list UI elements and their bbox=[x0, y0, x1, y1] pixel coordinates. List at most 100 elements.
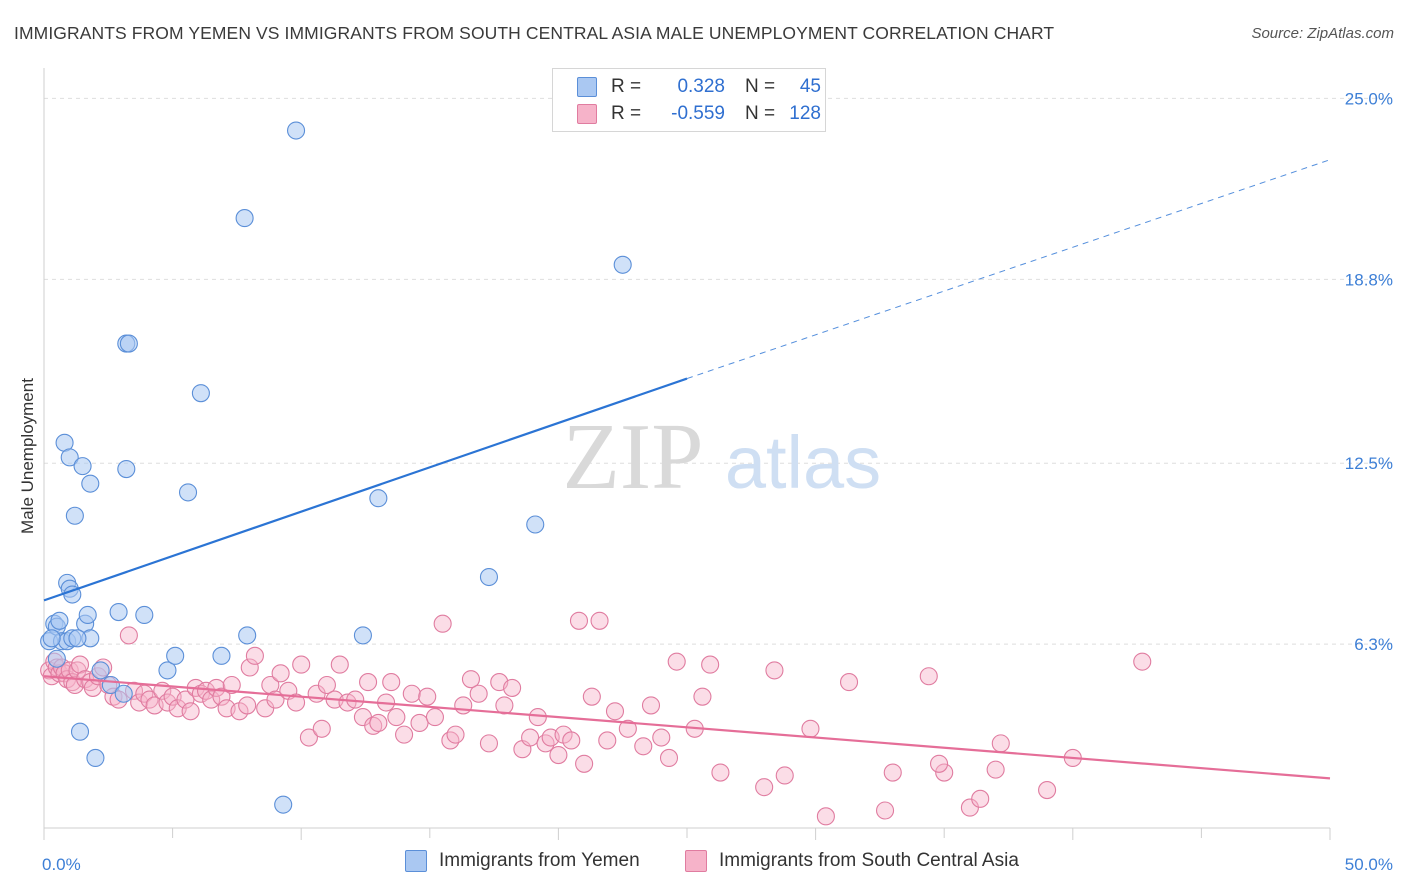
data-point-south-central-asia bbox=[446, 725, 465, 744]
legend-r-value: -0.559 bbox=[671, 103, 725, 124]
legend-n-value: 45 bbox=[799, 76, 821, 97]
data-point-south-central-asia bbox=[410, 713, 429, 732]
data-point-south-central-asia bbox=[212, 687, 231, 706]
data-point-yemen bbox=[526, 515, 545, 534]
data-point-south-central-asia bbox=[299, 728, 318, 747]
data-point-south-central-asia bbox=[461, 670, 481, 689]
data-point-south-central-asia bbox=[454, 696, 473, 715]
data-point-yemen bbox=[178, 483, 198, 502]
data-point-south-central-asia bbox=[1038, 781, 1057, 800]
data-point-south-central-asia bbox=[364, 716, 383, 735]
data-point-south-central-asia bbox=[238, 696, 257, 715]
data-point-south-central-asia bbox=[425, 708, 444, 727]
data-point-south-central-asia bbox=[65, 675, 84, 695]
data-point-south-central-asia bbox=[245, 646, 264, 665]
data-point-yemen bbox=[86, 748, 105, 768]
data-point-yemen bbox=[109, 602, 128, 622]
bottom-legend: Immigrants from Yemen Immigrants from So… bbox=[0, 850, 1406, 878]
data-point-south-central-asia bbox=[181, 702, 200, 721]
data-point-south-central-asia bbox=[801, 719, 820, 738]
data-point-south-central-asia bbox=[503, 678, 522, 697]
chart-title: IMMIGRANTS FROM YEMEN VS IMMIGRANTS FROM… bbox=[14, 23, 1055, 43]
axes bbox=[43, 68, 1331, 840]
data-point-south-central-asia bbox=[919, 667, 938, 686]
watermark-atlas: atlas bbox=[725, 421, 881, 504]
y-tick-label: 12.5% bbox=[1345, 454, 1393, 473]
data-point-south-central-asia bbox=[441, 731, 460, 750]
data-point-south-central-asia bbox=[317, 675, 336, 695]
data-point-south-central-asia bbox=[986, 760, 1005, 779]
data-point-south-central-asia bbox=[433, 614, 452, 633]
data-point-south-central-asia bbox=[765, 661, 784, 680]
grid-lines bbox=[44, 97, 1392, 645]
data-point-yemen bbox=[42, 629, 61, 648]
data-point-yemen bbox=[353, 626, 372, 645]
data-point-south-central-asia bbox=[140, 690, 159, 709]
legend-swatch-yemen bbox=[577, 77, 597, 97]
data-point-south-central-asia bbox=[755, 778, 774, 797]
data-point-yemen bbox=[81, 474, 100, 493]
data-point-yemen bbox=[60, 448, 79, 467]
bottom-legend-yemen: Immigrants from Yemen bbox=[405, 850, 640, 872]
data-point-yemen bbox=[238, 626, 257, 645]
data-point-south-central-asia bbox=[207, 678, 226, 697]
data-point-south-central-asia bbox=[330, 655, 349, 674]
data-point-yemen bbox=[235, 209, 254, 228]
legend-row-yemen: R = 0.328 N = 45 bbox=[577, 74, 821, 100]
data-point-south-central-asia bbox=[693, 687, 712, 706]
data-point-yemen bbox=[212, 646, 231, 665]
data-point-yemen bbox=[479, 567, 499, 587]
data-point-south-central-asia bbox=[292, 655, 311, 674]
data-point-south-central-asia bbox=[176, 690, 195, 709]
data-point-yemen bbox=[119, 334, 138, 353]
data-point-south-central-asia bbox=[158, 693, 177, 712]
data-point-south-central-asia bbox=[711, 763, 730, 782]
data-point-south-central-asia bbox=[418, 687, 437, 706]
y-tick-label: 18.8% bbox=[1345, 270, 1393, 289]
trend-lines bbox=[43, 159, 1331, 780]
data-point-south-central-asia bbox=[641, 696, 661, 715]
legend-n-value: 128 bbox=[789, 103, 821, 124]
trend-line-yemen bbox=[43, 377, 688, 602]
data-point-south-central-asia bbox=[605, 702, 625, 721]
data-point-yemen bbox=[78, 605, 97, 625]
data-point-south-central-asia bbox=[312, 719, 331, 738]
data-point-south-central-asia bbox=[382, 673, 401, 692]
data-point-south-central-asia bbox=[935, 763, 954, 782]
legend-row-south-central-asia: R = -0.559 N = 128 bbox=[577, 101, 821, 127]
data-point-south-central-asia bbox=[562, 731, 581, 750]
data-point-yemen bbox=[274, 795, 293, 814]
data-point-south-central-asia bbox=[971, 789, 990, 808]
data-point-south-central-asia bbox=[495, 696, 514, 715]
bottom-legend-label-south-central-asia: Immigrants from South Central Asia bbox=[719, 850, 1019, 871]
data-point-yemen bbox=[369, 489, 388, 508]
watermark-zip: ZIP bbox=[563, 405, 704, 509]
data-point-south-central-asia bbox=[659, 748, 679, 768]
data-point-yemen bbox=[191, 384, 210, 403]
legend-r-label: R = bbox=[611, 76, 642, 97]
legend-n-label: N = bbox=[745, 103, 776, 124]
data-point-south-central-asia bbox=[479, 734, 499, 753]
data-point-south-central-asia bbox=[402, 684, 421, 703]
data-point-south-central-asia bbox=[521, 728, 540, 747]
data-point-south-central-asia bbox=[652, 728, 671, 747]
data-point-yemen bbox=[70, 722, 90, 741]
data-point-south-central-asia bbox=[528, 708, 547, 727]
watermark: ZIP atlas bbox=[563, 405, 882, 509]
chart-source: Source: ZipAtlas.com bbox=[1251, 25, 1394, 42]
legend-swatch-south-central-asia bbox=[577, 104, 597, 124]
data-point-south-central-asia bbox=[130, 693, 149, 712]
data-point-south-central-asia bbox=[590, 611, 609, 630]
y-tick-label: 6.3% bbox=[1354, 635, 1393, 654]
data-point-south-central-asia bbox=[271, 664, 290, 683]
x-tick-label: 0.0% bbox=[42, 855, 81, 874]
y-tick-label: 25.0% bbox=[1345, 89, 1393, 108]
data-point-south-central-asia bbox=[395, 725, 414, 744]
bottom-legend-label-yemen: Immigrants from Yemen bbox=[439, 850, 640, 871]
data-point-south-central-asia bbox=[598, 731, 617, 750]
data-point-yemen bbox=[65, 506, 84, 525]
data-point-yemen bbox=[114, 684, 133, 703]
x-tick-labels: 0.0% 50.0% bbox=[42, 855, 1393, 874]
data-point-yemen bbox=[117, 460, 136, 479]
y-tick-labels: 6.3% 12.5% 18.8% 25.0% bbox=[1345, 89, 1393, 654]
